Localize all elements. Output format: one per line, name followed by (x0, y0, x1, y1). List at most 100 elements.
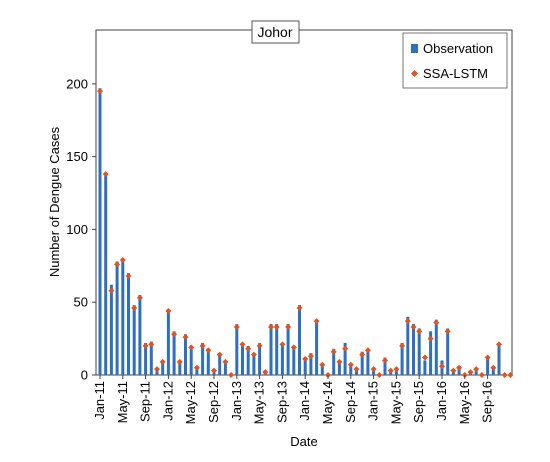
observation-bar (235, 324, 239, 375)
observation-bar (337, 360, 341, 375)
x-tick-label: Jan-16 (434, 381, 449, 421)
observation-bar (195, 367, 199, 375)
ssa-lstm-point (273, 323, 280, 330)
ssa-lstm-point (228, 372, 235, 378)
observation-bar (218, 353, 222, 375)
ssa-lstm-point (142, 342, 149, 349)
x-tick-label: Jan-15 (366, 381, 381, 421)
ssa-lstm-point (302, 355, 309, 362)
ssa-lstm-point (467, 369, 474, 376)
observation-bar (383, 357, 387, 375)
legend-observation-label: Observation (423, 41, 493, 56)
ssa-lstm-point (421, 354, 428, 361)
ssa-lstm-point (136, 294, 143, 301)
ssa-lstm-point (102, 171, 109, 178)
observation-bar (417, 328, 421, 375)
legend-ssa-lstm-label: SSA-LSTM (423, 66, 488, 81)
observation-bar (104, 172, 108, 375)
observation-bar (303, 357, 307, 375)
ssa-lstm-point (393, 366, 400, 373)
ssa-lstm-point (364, 347, 371, 354)
ssa-lstm-point (285, 323, 292, 330)
ssa-lstm-point (211, 367, 217, 374)
ssa-lstm-point (330, 348, 337, 355)
observation-bar (166, 309, 170, 375)
observation-bar (315, 319, 319, 375)
ssa-lstm-point (216, 351, 223, 358)
ssa-lstm-point (496, 341, 502, 348)
x-tick-label: Sep-11 (138, 381, 153, 422)
observation-bar (423, 360, 427, 375)
ssa-lstm-point (97, 88, 103, 95)
ssa-lstm-point (313, 318, 320, 325)
observation-bar (144, 342, 148, 375)
ssa-lstm-point (176, 358, 183, 365)
x-tick-label: May-13 (252, 381, 267, 424)
x-tick-label: Sep-13 (274, 381, 289, 423)
observation-bar (258, 342, 262, 375)
observation-bar (109, 284, 113, 375)
y-axis-label: Number of Dengue Cases (47, 126, 62, 277)
y-axis: 0 50 100 150 200 (66, 76, 96, 383)
observation-bar (406, 316, 410, 375)
observation-bar (206, 348, 210, 375)
observation-bar (138, 294, 142, 375)
x-axis: Jan-11 May-11 Sep-11 Jan-12 May-12 Sep-12 Jan-… (92, 375, 495, 424)
ssa-lstm-point (450, 367, 457, 374)
observation-bar (149, 341, 153, 375)
observation-bar (178, 360, 182, 375)
x-tick-label: May-12 (183, 381, 198, 424)
ssa-lstm-point (279, 341, 286, 348)
ssa-lstm-point (376, 372, 383, 378)
ssa-lstm-point (290, 344, 297, 351)
ssa-lstm-point (501, 372, 508, 378)
observation-bar (446, 328, 450, 375)
ssa-lstm-point (108, 287, 115, 294)
ssa-lstm-point (404, 318, 411, 325)
ssa-lstm-point (114, 261, 121, 268)
ssa-lstm-point (353, 366, 360, 373)
ssa-lstm-point (478, 372, 485, 378)
observation-bar (309, 353, 313, 375)
observation-bar (189, 345, 193, 375)
observation-bar (121, 258, 125, 375)
ssa-lstm-point (199, 342, 206, 349)
observation-bar (286, 324, 290, 375)
ssa-lstm-point (319, 361, 326, 368)
observation-bar (343, 342, 347, 375)
ssa-lstm-point (507, 372, 514, 378)
observation-bar (486, 357, 490, 375)
ssa-lstm-point (444, 328, 451, 335)
ssa-lstm-point (427, 335, 434, 342)
ssa-lstm-point (387, 367, 394, 374)
ssa-lstm-point (182, 334, 189, 341)
observation-bar (349, 363, 353, 375)
x-tick-label: Sep-15 (411, 381, 426, 423)
ssa-lstm-point (439, 363, 445, 370)
ssa-lstm-point (131, 305, 138, 312)
y-tick-label: 0 (81, 368, 88, 383)
ssa-lstm-point (484, 354, 491, 361)
observation-bar (275, 324, 279, 375)
legend-box (402, 32, 508, 89)
ssa-lstm-point (125, 273, 132, 280)
ssa-lstm-point (250, 351, 257, 358)
x-tick-label: May-15 (388, 381, 403, 424)
observation-bar (252, 353, 256, 375)
ssa-lstm-point (473, 366, 480, 373)
ssa-lstm-point (193, 364, 200, 371)
x-tick-label: Jan-11 (92, 381, 107, 420)
ssa-lstm-point (148, 341, 155, 348)
observation-bar (292, 345, 296, 375)
ssa-lstm-point (245, 345, 252, 352)
x-tick-label: Sep-14 (343, 381, 358, 423)
y-tick-label: 50 (74, 295, 88, 310)
observation-bar (429, 331, 433, 375)
ssa-lstm-point (159, 358, 166, 365)
observation-bar (320, 363, 324, 375)
observation-bar (132, 305, 136, 375)
ssa-lstm-point (165, 307, 172, 314)
observation-bar (412, 324, 415, 375)
observation-bar (400, 342, 404, 375)
x-tick-label: Jan-14 (297, 381, 312, 421)
